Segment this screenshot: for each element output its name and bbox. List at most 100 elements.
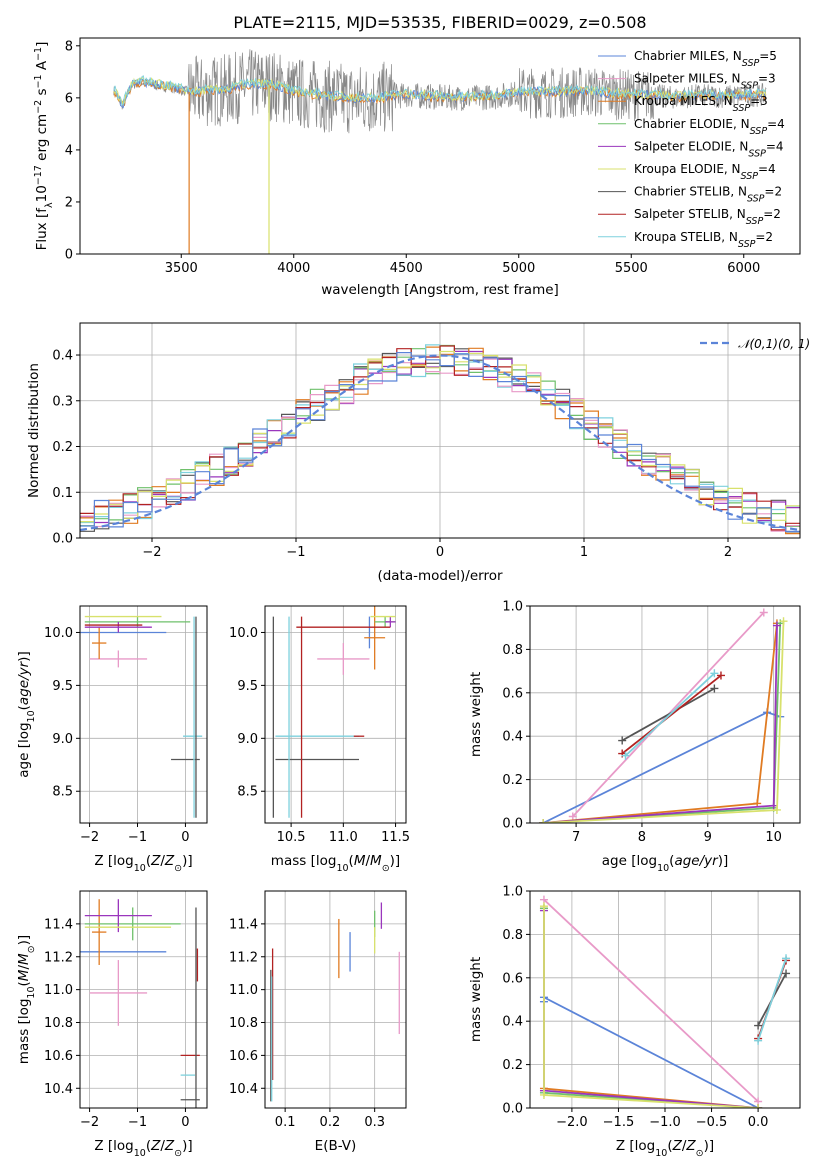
plot-area — [80, 899, 200, 1108]
y-axis-label: Normed distribution — [26, 363, 42, 498]
weight-marker — [710, 669, 719, 678]
x-tick-label: 11.5 — [381, 830, 410, 845]
weight-marker — [539, 1090, 548, 1099]
weight-marker — [716, 671, 725, 680]
x-tick-label: −1 — [128, 1115, 147, 1130]
x-tick-label: −2 — [80, 1115, 99, 1130]
x-tick-label: 9 — [704, 830, 712, 845]
y-axis-label: mass [log10(M/M⊙)] — [16, 935, 37, 1064]
y-tick-label: 0.8 — [502, 928, 523, 943]
x-axis-label: wavelength [Angstrom, rest frame] — [321, 282, 559, 298]
legend: Chabrier MILES, NSSP=5 Salpeter MILES, NS… — [598, 49, 785, 249]
plot-area — [113, 49, 767, 254]
legend-entry: Chabrier ELODIE, NSSP=4 — [634, 117, 785, 137]
y-tick-label: 0.2 — [52, 440, 73, 455]
weight-marker — [772, 621, 781, 630]
legend-entry: Kroupa STELIB, NSSP=2 — [634, 230, 773, 250]
x-tick-label: −2.0 — [556, 1115, 588, 1130]
y-tick-label: 1.0 — [502, 600, 523, 615]
y-tick-label: 9.0 — [52, 732, 73, 747]
y-tick-label: 10.4 — [44, 1082, 73, 1097]
weight-marker — [539, 902, 548, 911]
y-tick-label: 0.8 — [502, 643, 523, 658]
x-tick-label: 2 — [724, 545, 732, 560]
axes-frame — [79, 890, 208, 1109]
y-tick-label: 8.5 — [52, 785, 73, 800]
weight-line — [543, 908, 759, 1108]
weight-line — [624, 672, 716, 757]
y-tick-label: 8 — [65, 39, 73, 54]
x-tick-label: 0 — [181, 1115, 189, 1130]
weight-line — [542, 711, 781, 823]
panel-residuals: −2 −1 0 1 2 0.0 0.1 0.2 0.3 0.4 (data-model)/error… — [26, 322, 810, 584]
x-tick-label: 0 — [181, 830, 189, 845]
y-tick-label: 9.0 — [237, 732, 258, 747]
y-tick-label: 0.6 — [502, 686, 523, 701]
y-tick-label: 11.4 — [229, 917, 258, 932]
panel-age_vs_mass: 10.5 11.0 11.5 8.5 9.0 9.5 10.0 mass [log10(M/M… — [229, 605, 410, 874]
residual-histogram — [80, 352, 800, 532]
y-axis-label: age [log10(age/yr)] — [16, 651, 37, 777]
plot-area — [539, 608, 788, 823]
x-tick-label: 8 — [638, 830, 646, 845]
x-tick-label: −2 — [142, 545, 161, 560]
x-tick-label: −0.5 — [696, 1115, 728, 1130]
panel-weight_vs_age: 7 8 9 10 0.0 0.2 0.4 0.6 0.8 1.0 age [log10(age/yr… — [468, 600, 801, 874]
y-tick-label: 0.0 — [52, 532, 73, 547]
panel-spectrum: 3500 4000 4500 5000 5500 6000 0 2 4 6 8 wavelength … — [33, 37, 801, 298]
axes-frame — [79, 322, 801, 539]
y-tick-label: 0 — [65, 248, 73, 263]
y-tick-label: 0.2 — [502, 1058, 523, 1073]
weight-marker — [710, 684, 719, 693]
y-tick-label: 0.1 — [52, 486, 73, 501]
y-tick-label: 10.6 — [229, 1049, 258, 1064]
x-tick-label: 4000 — [277, 261, 310, 276]
x-axis-label: Z [log10(Z/Z⊙)] — [94, 1138, 192, 1159]
axes-frame — [529, 890, 801, 1109]
y-tick-label: 11.4 — [44, 917, 73, 932]
residual-histogram — [80, 344, 800, 524]
plot-area — [272, 606, 396, 818]
weight-marker — [621, 751, 630, 760]
y-tick-label: 0.4 — [52, 349, 73, 364]
x-tick-label: 0 — [436, 545, 444, 560]
x-tick-label: −1 — [128, 830, 147, 845]
x-tick-label: 4500 — [390, 261, 423, 276]
residual-histogram — [80, 345, 800, 531]
x-axis-label: E(B-V) — [315, 1138, 357, 1154]
axes-frame — [79, 37, 801, 255]
model-spectrum — [113, 75, 767, 106]
legend-entry: Kroupa ELODIE, NSSP=4 — [634, 162, 776, 182]
x-tick-label: −1 — [286, 545, 305, 560]
y-tick-label: 9.5 — [237, 679, 258, 694]
y-tick-label: 0.0 — [502, 817, 523, 832]
x-tick-label: 5500 — [615, 261, 648, 276]
weight-marker — [754, 1036, 763, 1045]
x-axis-label: Z [log10(Z/Z⊙)] — [94, 853, 192, 874]
y-axis-label: mass weight — [468, 672, 484, 757]
y-tick-label: 10.8 — [229, 1016, 258, 1031]
x-axis-label: mass [log10(M/M⊙)] — [271, 853, 400, 874]
legend-entry: Kroupa MILES, NSSP=3 — [634, 94, 768, 114]
weight-line — [543, 899, 759, 1103]
y-axis-label: mass weight — [468, 957, 484, 1042]
y-tick-label: 2 — [65, 195, 73, 210]
axes-frame — [79, 605, 208, 824]
x-tick-label: 11.0 — [329, 830, 358, 845]
weight-marker — [568, 812, 577, 821]
weight-marker — [754, 1104, 763, 1108]
x-tick-label: 0.0 — [748, 1115, 769, 1130]
x-axis-label: Z [log10(Z/Z⊙)] — [616, 1138, 714, 1159]
figure-title: PLATE=2115, MJD=53535, FIBERID=0029, z=0… — [233, 13, 646, 32]
plot-area — [80, 344, 800, 535]
x-tick-label: 10.5 — [277, 830, 306, 845]
legend-entry: Salpeter MILES, NSSP=3 — [634, 72, 776, 92]
y-axis-label: Flux [fλ10−17 erg cm−2 s−1 A−1] — [33, 42, 55, 251]
legend: 𝒩(0,1)(0, 1) — [700, 337, 810, 351]
y-tick-label: 10.6 — [44, 1049, 73, 1064]
axes-frame — [264, 605, 407, 824]
y-tick-label: 11.0 — [44, 983, 73, 998]
weight-marker — [759, 608, 768, 617]
x-tick-label: 0.3 — [364, 1115, 385, 1130]
